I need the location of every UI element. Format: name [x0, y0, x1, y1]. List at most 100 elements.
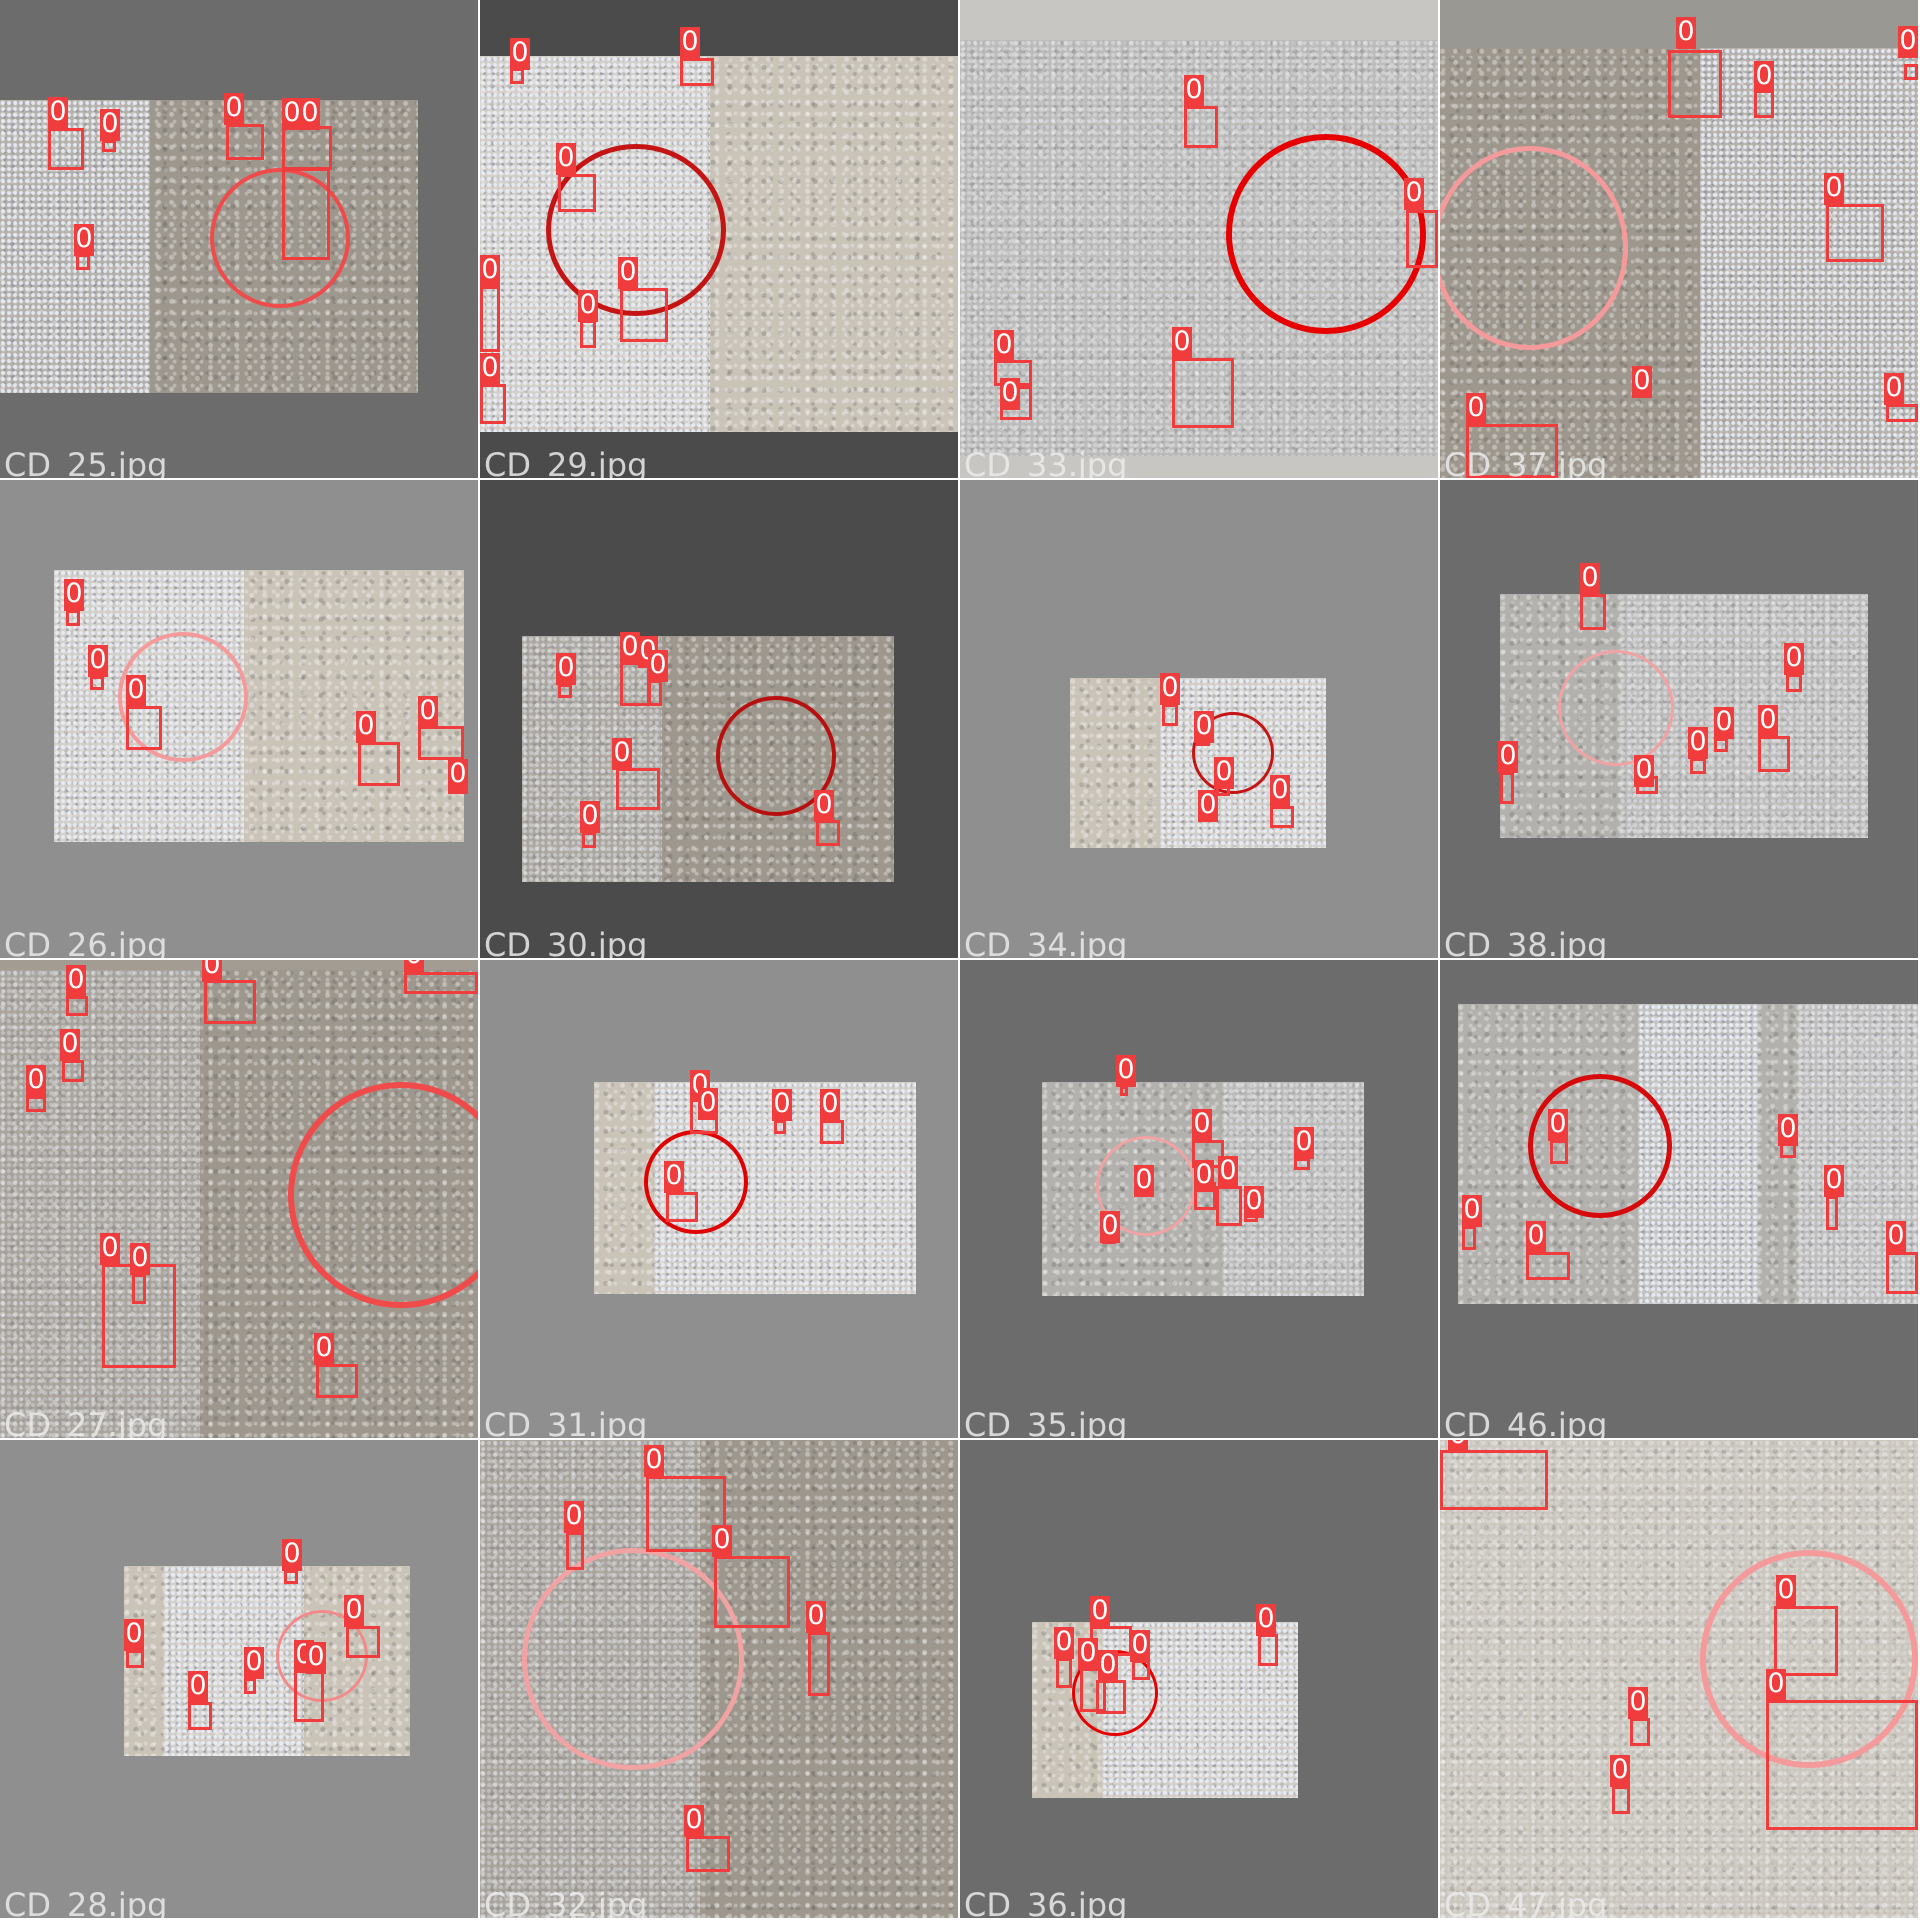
class-label: 0 [556, 652, 576, 685]
class-label: 0 [1634, 754, 1654, 787]
class-label: 0 [60, 1028, 80, 1061]
class-label: 0 [1754, 60, 1774, 93]
beach-photo [960, 40, 1438, 456]
class-label: 0 [1090, 1595, 1110, 1628]
detection-box [1754, 90, 1774, 118]
class-label: 0 [1100, 1210, 1120, 1243]
detection-box [102, 140, 116, 152]
detection-box [1120, 1086, 1128, 1096]
class-label: 0 [1194, 710, 1214, 743]
class-label: 0 [1198, 789, 1218, 822]
class-label: 0 [480, 254, 500, 287]
detection-box [582, 832, 596, 848]
detection-box [1406, 210, 1438, 268]
beach-photo [1458, 1004, 1918, 1304]
class-label: 0 [282, 1538, 302, 1571]
filename-label: CD_38.jpg [1444, 926, 1608, 958]
detection-box [404, 972, 478, 994]
class-label: 0 [820, 1088, 840, 1121]
detection-box [126, 1650, 144, 1668]
filename-label: CD_37.jpg [1444, 446, 1608, 478]
image-tile: 0 0 0 0 0 0 0 CD_37.jpg [1440, 0, 1918, 478]
class-label: 0 [1824, 172, 1844, 205]
class-label: 0 [124, 1618, 144, 1651]
image-tile: 0 0 0 0 0 0 CD_26.jpg [0, 480, 478, 958]
class-label: 0 [188, 1670, 208, 1703]
detection-box [226, 124, 264, 160]
class-label: 0 [1294, 1126, 1314, 1159]
class-label: 0 [564, 1500, 584, 1533]
beach-photo [1440, 48, 1918, 478]
image-tile: 0 0 0 0 0 CD_34.jpg [960, 480, 1438, 958]
image-tile: 0 0 0 0 0 0 0 CD_28.jpg [0, 1440, 478, 1918]
detection-box [1270, 806, 1294, 828]
filename-label: CD_46.jpg [1444, 1406, 1608, 1438]
class-label: 0 [648, 649, 668, 682]
detection-box [48, 128, 84, 170]
class-label: 0 [306, 1641, 326, 1674]
class-label: 0 [1676, 16, 1696, 49]
detection-box [480, 384, 506, 424]
filename-label: CD_29.jpg [484, 446, 648, 478]
beach-photo [594, 1082, 916, 1294]
beach-photo [1500, 594, 1868, 838]
detection-box [820, 1120, 844, 1144]
filename-label: CD_47.jpg [1444, 1886, 1608, 1918]
image-tile: 0 0 0 0 0 0 0 CD_30.jpg [480, 480, 958, 958]
class-label: 0 [1498, 740, 1518, 773]
detection-box [1786, 674, 1802, 692]
class-label: 0 [88, 644, 108, 677]
filename-label: CD_26.jpg [4, 926, 168, 958]
detection-box [620, 288, 668, 342]
image-tile: 0 0 0 0 0 CD_33.jpg [960, 0, 1438, 478]
class-label: 0 [1610, 1754, 1630, 1787]
class-label: 0 [100, 108, 120, 141]
class-label: 0 [314, 1332, 334, 1365]
detection-box [580, 320, 596, 348]
class-label: 0 [26, 1064, 46, 1097]
detection-box [510, 68, 524, 84]
detection-box [282, 126, 332, 170]
beach-photo [480, 56, 958, 432]
class-label: 0 [300, 97, 320, 130]
filename-label: CD_35.jpg [964, 1406, 1128, 1438]
detection-box [1766, 1700, 1918, 1830]
class-label: 0 [772, 1088, 792, 1121]
class-label: 0 [680, 26, 700, 59]
class-label: 0 [1548, 1108, 1568, 1141]
class-label: 0 [712, 1524, 732, 1557]
class-label: 0 [556, 142, 576, 175]
detection-box [1462, 1226, 1476, 1250]
image-tile: 0 0 0 0 0 0 0 0 CD_27.jpg [0, 960, 478, 1438]
class-label: 0 [698, 1087, 718, 1120]
class-label: 0 [1628, 1686, 1648, 1719]
class-label: 0 [806, 1600, 826, 1633]
class-label: 0 [64, 578, 84, 611]
class-label: 0 [684, 1804, 704, 1837]
detection-box [1184, 106, 1218, 148]
class-label: 0 [1632, 365, 1652, 398]
detection-box [1826, 1196, 1838, 1230]
detection-box [714, 1556, 790, 1628]
class-label: 0 [612, 737, 632, 770]
class-label: 0 [224, 92, 244, 125]
class-label: 0 [404, 960, 424, 972]
class-label: 0 [644, 1444, 664, 1477]
detection-box [666, 1192, 698, 1222]
image-tile: 0 0 0 0 0 CD_31.jpg [480, 960, 958, 1438]
detection-box [1774, 1606, 1838, 1676]
filename-label: CD_36.jpg [964, 1886, 1128, 1918]
detection-box [358, 742, 400, 786]
class-label: 0 [448, 758, 468, 791]
detection-box [1580, 594, 1606, 630]
detection-box [1904, 64, 1918, 80]
detection-box [1056, 1658, 1072, 1688]
class-label: 0 [1776, 1574, 1796, 1607]
image-tile: 0 0 0 0 0 0 CD_25.jpg [0, 0, 478, 478]
class-label: 0 [74, 223, 94, 256]
detection-box [1826, 204, 1884, 262]
detection-box [816, 820, 840, 846]
class-label: 0 [1778, 1113, 1798, 1146]
class-label: 0 [1214, 756, 1234, 789]
image-tile: 0 0 0 0 0 CD_47.jpg [1440, 1440, 1918, 1918]
